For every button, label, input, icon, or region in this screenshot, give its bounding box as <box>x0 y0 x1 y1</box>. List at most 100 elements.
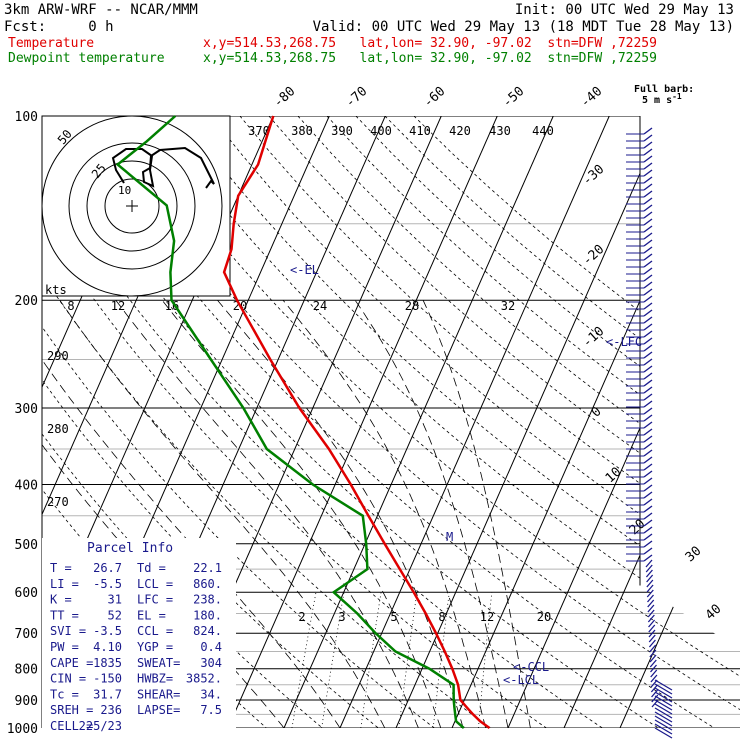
wind-barb <box>643 323 653 331</box>
wind-barb <box>643 358 653 366</box>
theta-label: 370 <box>248 124 270 138</box>
dry-adiabat <box>42 116 547 728</box>
wind-barb <box>643 169 653 177</box>
wind-barb <box>654 687 673 699</box>
wind-barb <box>649 654 657 663</box>
parcel-cell: -5.5 <box>93 577 122 591</box>
parcel-cell: SWEAT= <box>137 656 180 670</box>
moist-adiabat <box>59 299 386 728</box>
wind-barb <box>643 162 653 170</box>
theta-left-label: 270 <box>47 495 69 509</box>
dry-adiabat <box>355 116 740 728</box>
wind-barb <box>643 141 653 149</box>
parcel-cell: LFC = <box>137 593 173 607</box>
wind-barb <box>643 372 653 380</box>
dry-adiabat <box>123 116 740 728</box>
wind-barb <box>643 435 653 443</box>
wind-barb <box>651 694 659 703</box>
parcel-cell: CIN = <box>50 672 86 686</box>
wind-barb <box>646 579 654 588</box>
parcel-cell: HWBZ= <box>137 672 173 686</box>
pressure-label-800: 800 <box>15 663 38 678</box>
dry-adiabat <box>239 116 740 728</box>
parcel-cell: 52 <box>108 608 122 622</box>
isotherm <box>227 116 498 728</box>
theta-e-label: 32 <box>501 299 515 313</box>
wind-barb <box>650 669 658 678</box>
moist-adiabat <box>115 299 419 728</box>
wind-barb <box>646 589 654 598</box>
pressure-label-200: 200 <box>15 294 38 309</box>
parcel-cell: SVI = <box>50 624 86 638</box>
parcel-cell: 26.7 <box>93 561 122 575</box>
parcel-cell: TT = <box>50 608 79 622</box>
wind-barb <box>643 505 653 513</box>
wind-barb <box>643 281 653 289</box>
theta-label: 400 <box>370 124 392 138</box>
pressure-label-400: 400 <box>15 478 38 493</box>
dry-adiabat <box>42 116 435 728</box>
wind-barb <box>648 619 656 628</box>
wind-barb <box>643 393 653 401</box>
mixing-ratio-label: 2 <box>298 610 305 624</box>
pressure-label-500: 500 <box>15 538 38 553</box>
valid-time: Valid: 00 UTC Wed 29 May 13 (18 MDT Tue … <box>313 19 734 35</box>
temperature-legend: Temperature <box>8 36 94 51</box>
wind-barb <box>643 134 653 142</box>
wind-barb <box>643 463 653 471</box>
wind-barb <box>643 386 653 394</box>
wind-barb <box>654 715 673 727</box>
theta-e-label: 16 <box>165 299 179 313</box>
parcel-cell: SREH = <box>50 703 93 717</box>
wind-barb <box>643 197 653 205</box>
wind-barb <box>643 456 653 464</box>
wind-barb <box>643 491 653 499</box>
parcel-cell: K = <box>50 593 72 607</box>
wind-barb <box>647 599 655 608</box>
wind-barb <box>643 533 653 541</box>
mixing-ratio-line <box>478 592 493 728</box>
wind-barb <box>643 442 653 450</box>
wind-barb <box>647 594 654 603</box>
mixing-ratio-label: 3 <box>338 610 345 624</box>
parcel-cell: LAPSE= <box>137 703 180 717</box>
wind-barb <box>650 674 658 683</box>
wind-barb <box>643 239 653 247</box>
wind-barb <box>643 127 653 135</box>
parcel-cell: -3.5 <box>93 624 122 638</box>
isotherm <box>619 116 740 728</box>
wind-barb <box>647 609 655 618</box>
wind-barb <box>643 484 653 492</box>
mixing-ratio-label: 12 <box>480 610 494 624</box>
parcel-cell: LCL = <box>137 577 173 591</box>
parcel-cell: 3852. <box>186 672 222 686</box>
wind-barb <box>650 684 658 693</box>
wind-barb <box>643 274 653 282</box>
wind-barb <box>654 679 673 691</box>
dewpoint-trace <box>115 115 465 729</box>
annotation-lfc: <-LFC <box>606 335 642 349</box>
dewpoint-legend: Dewpoint temperature <box>8 51 165 66</box>
parcel-cell: 4.10 <box>93 640 122 654</box>
wind-barb <box>643 309 653 317</box>
model-title: 3km ARW-WRF -- NCAR/MMM <box>4 2 198 18</box>
parcel-cell: 824. <box>193 624 222 638</box>
wind-barb <box>643 176 653 184</box>
wind-barb <box>643 253 653 261</box>
hodograph-ring-10: 10 <box>118 184 131 197</box>
dry-adiabat <box>65 116 715 728</box>
dry-adiabat <box>94 116 740 728</box>
parcel-cell: T = <box>50 561 72 575</box>
theta-label: 380 <box>291 124 313 138</box>
mixing-ratio-line <box>432 592 450 728</box>
parcel-cell: Td = <box>137 561 166 575</box>
parcel-cell: 1835 <box>93 656 122 670</box>
parcel-cell: 304 <box>200 656 222 670</box>
dewpoint-location: x,y=514.53,268.75 lat,lon= 32.90, -97.02… <box>203 51 657 66</box>
wind-barb <box>643 379 653 387</box>
wind-barb <box>643 330 653 338</box>
moist-adiabat <box>217 299 464 728</box>
wind-barb <box>643 148 653 156</box>
wind-barb <box>651 689 659 698</box>
wind-barb <box>649 659 657 668</box>
